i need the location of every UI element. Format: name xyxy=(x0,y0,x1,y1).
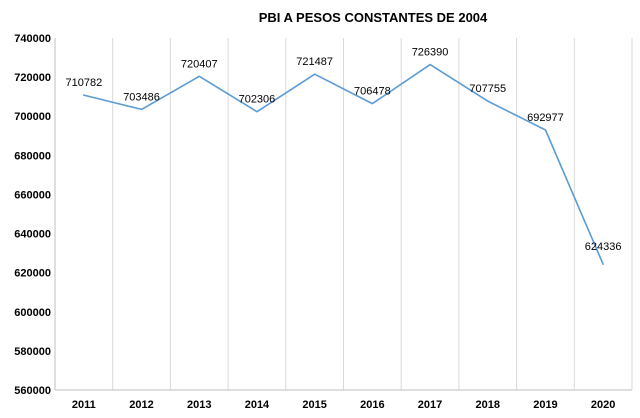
data-labels: 710782 703486 720407 702306 721487 706478 7263… xyxy=(65,47,621,254)
y-tick-label: 600000 xyxy=(14,307,51,319)
x-tick-label: 2013 xyxy=(187,399,211,411)
data-label: 624336 xyxy=(585,241,622,253)
x-tick-label: 2015 xyxy=(302,399,326,411)
data-label: 706478 xyxy=(354,86,391,98)
data-label: 692977 xyxy=(527,112,564,124)
data-label: 707755 xyxy=(469,83,506,95)
x-tick-label: 2017 xyxy=(418,399,442,411)
data-label: 726390 xyxy=(412,47,449,59)
y-tick-label: 660000 xyxy=(14,189,51,201)
x-tick-label: 2016 xyxy=(360,399,384,411)
x-axis-tick-labels: 2011 2012 2013 2014 2015 2016 2017 2018 2019 2020 xyxy=(72,399,615,411)
data-label: 721487 xyxy=(296,56,333,68)
y-axis-tick-labels: 560000 580000 600000 620000 640000 660000 6800… xyxy=(14,33,51,397)
y-tick-label: 740000 xyxy=(14,33,51,45)
series-layer xyxy=(83,63,604,266)
y-tick-label: 680000 xyxy=(14,150,51,162)
data-label: 720407 xyxy=(181,58,218,70)
x-tick-label: 2012 xyxy=(129,399,153,411)
y-tick-label: 720000 xyxy=(14,72,51,84)
y-tick-label: 700000 xyxy=(14,111,51,123)
data-label: 710782 xyxy=(65,77,102,89)
x-tick-label: 2011 xyxy=(72,399,96,411)
y-tick-label: 620000 xyxy=(14,268,51,280)
grid-lines xyxy=(54,38,633,390)
x-tick-label: 2019 xyxy=(533,399,557,411)
y-tick-label: 640000 xyxy=(14,229,51,241)
data-label: 703486 xyxy=(123,91,160,103)
y-tick-label: 560000 xyxy=(14,385,51,397)
x-tick-label: 2020 xyxy=(591,399,615,411)
axes xyxy=(54,38,632,391)
series-line xyxy=(83,63,604,266)
chart-title: PBI A PESOS CONSTANTES DE 2004 xyxy=(259,10,488,25)
x-tick-label: 2014 xyxy=(245,399,270,411)
x-tick-label: 2018 xyxy=(476,399,500,411)
y-tick-label: 580000 xyxy=(14,346,51,358)
data-label: 702306 xyxy=(239,94,276,106)
